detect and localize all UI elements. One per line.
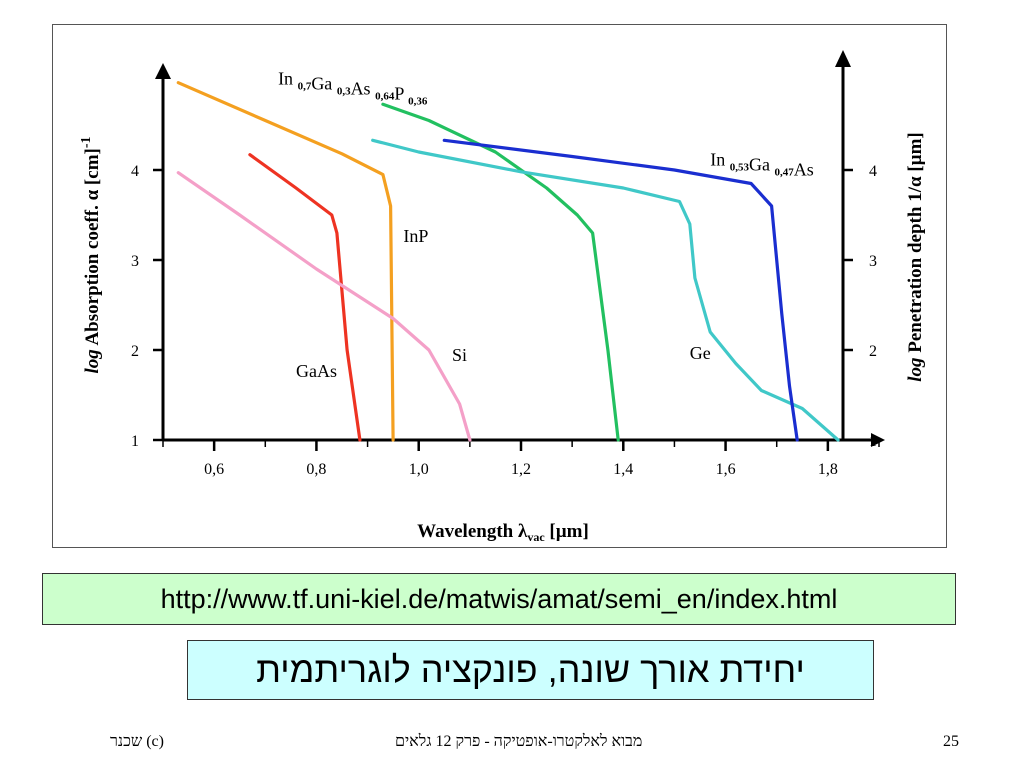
series-label: InP — [403, 226, 428, 246]
y-right-tick-label: 3 — [869, 253, 877, 270]
series-label-text: InP — [403, 226, 428, 246]
footer-author: (c) שכנר — [110, 733, 164, 750]
x-tick-label: 1,8 — [818, 461, 838, 478]
chart-frame: 0,6 0,8 1,0 1,2 1,4 1,6 1,8 1 1 2 2 3 3 4 4 Wavelength … — [52, 24, 947, 548]
y-left-axis-arrow — [155, 63, 171, 79]
series-label-text: As — [794, 160, 814, 180]
y-left-label-exp: -1 — [79, 136, 94, 148]
source-url[interactable]: http://www.tf.uni-kiel.de/matwis/amat/se… — [160, 583, 838, 614]
y-left-tick-label: 4 — [131, 163, 139, 180]
series-label-text: Ga — [311, 74, 337, 94]
series-label: In 0,53Ga 0,47As — [710, 150, 814, 180]
series-label-text: P — [394, 84, 408, 104]
y-left-axis-label: log Absorption coeff. α [cm]-1 — [79, 136, 103, 373]
x-tick-label: 1,2 — [511, 461, 531, 478]
y-right-label-unit: [µm] — [905, 132, 926, 176]
series-label-sub: 0,64 — [375, 91, 395, 103]
source-url-box: http://www.tf.uni-kiel.de/matwis/amat/se… — [42, 573, 956, 625]
series-lines — [176, 81, 840, 442]
y-right-axis-arrow — [835, 50, 851, 67]
x-tick-label: 1,6 — [716, 461, 736, 478]
x-tick-label: 1,0 — [409, 461, 429, 478]
series-label-text: Ga — [749, 155, 775, 175]
y-right-label-italic: log — [905, 357, 926, 381]
y-left-tick-label: 2 — [131, 343, 139, 360]
x-tick-label: 1,4 — [613, 461, 633, 478]
y-left-tick-label: 3 — [131, 253, 139, 270]
series-label: GaAs — [296, 361, 337, 381]
note-box: יחידת אורך שונה, פונקציה לוגריתמית — [187, 640, 874, 700]
series-label-text: In — [278, 69, 298, 89]
series-label-text: Si — [452, 345, 467, 365]
series-line-inp — [176, 81, 395, 442]
series-label-text: In — [710, 150, 730, 170]
series-label-text: GaAs — [296, 361, 337, 381]
x-axis-label-main: Wavelength λ — [417, 521, 528, 542]
series-line-gaas — [248, 153, 362, 442]
series-label-sub: 0,47 — [774, 167, 794, 179]
series-label-text: As — [351, 79, 376, 99]
series-label-sub: 0,3 — [337, 86, 351, 98]
x-axis-label: Wavelength λvac [µm] — [417, 521, 589, 544]
x-axis-arrow — [871, 433, 885, 447]
series-line-in053ga047as — [442, 138, 799, 442]
series-label: In 0,7Ga 0,3As 0,64P 0,36 — [278, 69, 428, 108]
series-label-sub: 0,36 — [408, 96, 428, 108]
series-line-in07ga03as064p036 — [381, 102, 620, 442]
y-right-tick-label: 2 — [869, 343, 877, 360]
y-right-label-text: Penetration depth 1/α — [905, 176, 926, 357]
y-left-label-italic: log — [82, 349, 103, 373]
x-axis-label-sub: vac — [527, 530, 545, 544]
y-left-label-unit: [cm] — [82, 148, 103, 190]
y-right-tick-label: 4 — [869, 163, 877, 180]
note-text: יחידת אורך שונה, פונקציה לוגריתמית — [256, 649, 805, 690]
series-line-si — [176, 171, 472, 442]
footer-course: מבוא לאלקטרו-אופטיקה - פרק 12 גלאים — [395, 733, 643, 750]
x-tick-label: 0,8 — [306, 461, 326, 478]
series-label: Si — [452, 345, 467, 365]
series-label-sub: 0,7 — [298, 81, 312, 93]
axes: 0,6 0,8 1,0 1,2 1,4 1,6 1,8 1 1 2 2 3 3 4 4 Wavelength … — [79, 50, 926, 544]
series-label-sub: 0,53 — [730, 162, 750, 174]
y-right-axis-label: log Penetration depth 1/α [µm] — [905, 132, 926, 382]
series-line-ge — [371, 138, 840, 442]
page-number: 25 — [943, 733, 959, 750]
x-axis-label-unit: [µm] — [545, 521, 589, 542]
absorption-chart: 0,6 0,8 1,0 1,2 1,4 1,6 1,8 1 1 2 2 3 3 4 4 Wavelength … — [79, 50, 926, 544]
x-tick-label: 0,6 — [204, 461, 224, 478]
series-label-text: Ge — [690, 343, 711, 363]
y-left-label-text: Absorption coeff. α — [82, 189, 103, 349]
y-left-tick-label: 1 — [131, 433, 139, 450]
series-label: Ge — [690, 343, 711, 363]
y-right-tick-label: 1 — [869, 433, 877, 450]
